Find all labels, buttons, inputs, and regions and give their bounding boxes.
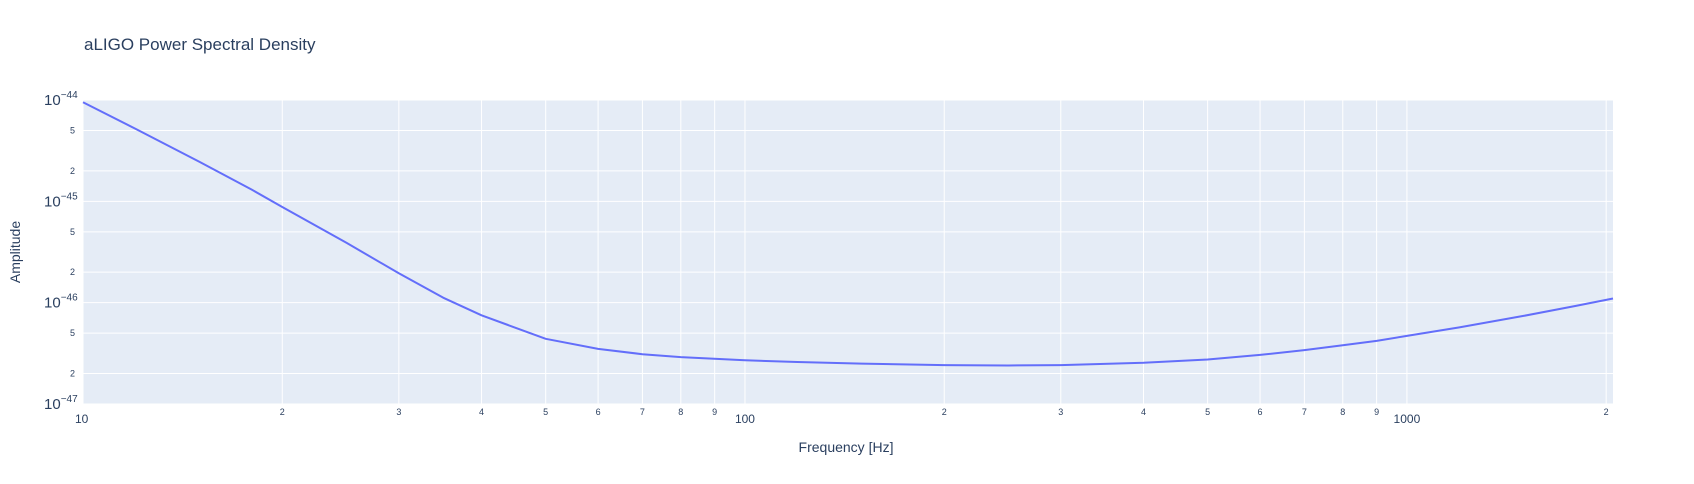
x-minor-tick-label: 5 <box>543 407 548 417</box>
y-minor-tick-label: 5 <box>70 227 75 237</box>
x-minor-tick-label: 8 <box>1340 407 1345 417</box>
x-minor-tick-label: 7 <box>1302 407 1307 417</box>
y-minor-tick-label: 2 <box>70 267 75 277</box>
x-minor-tick-label: 3 <box>1058 407 1063 417</box>
y-tick-label: 10−46 <box>44 293 78 312</box>
x-minor-tick-label: 7 <box>640 407 645 417</box>
y-tick-exponent: −45 <box>61 191 78 202</box>
y-tick-base: 10 <box>44 193 61 210</box>
x-minor-tick-label: 5 <box>1205 407 1210 417</box>
x-minor-tick-label: 8 <box>678 407 683 417</box>
data-layer <box>82 101 1614 367</box>
y-tick-label: 10−44 <box>44 90 78 109</box>
y-tick-label: 10−45 <box>44 191 78 210</box>
x-minor-tick-label: 9 <box>1374 407 1379 417</box>
x-tick-label: 1000 <box>1394 412 1421 426</box>
x-minor-tick-label: 2 <box>280 407 285 417</box>
grid-lines <box>82 99 1613 405</box>
series-line <box>82 101 1614 367</box>
x-axis-title: Frequency [Hz] <box>799 439 894 455</box>
x-axis-ticks: 10 100 1000 2 3 4 5 6 7 8 9 2 3 4 5 6 7 8 9 2 <box>75 407 1609 426</box>
y-minor-tick-label: 2 <box>70 368 75 378</box>
y-tick-label: 10−47 <box>44 394 78 413</box>
chart-title: aLIGO Power Spectral Density <box>84 35 316 54</box>
y-minor-tick-label: 5 <box>70 328 75 338</box>
x-minor-tick-label: 9 <box>712 407 717 417</box>
y-axis-title: Amplitude <box>7 221 23 283</box>
x-minor-tick-label: 3 <box>396 407 401 417</box>
y-tick-base: 10 <box>44 396 61 413</box>
x-minor-tick-label: 6 <box>1258 407 1263 417</box>
y-tick-base: 10 <box>44 92 61 109</box>
plot-area <box>83 100 1613 404</box>
y-minor-tick-label: 5 <box>70 126 75 136</box>
x-minor-tick-label: 4 <box>479 407 484 417</box>
x-minor-tick-label: 6 <box>596 407 601 417</box>
y-tick-base: 10 <box>44 295 61 312</box>
y-tick-exponent: −46 <box>61 293 78 304</box>
x-tick-label: 10 <box>75 412 89 426</box>
x-minor-tick-label: 4 <box>1141 407 1146 417</box>
y-tick-exponent: −47 <box>61 394 78 405</box>
x-tick-label: 100 <box>735 412 755 426</box>
y-tick-exponent: −44 <box>61 90 78 101</box>
x-minor-tick-label: 2 <box>942 407 947 417</box>
x-minor-tick-label: 2 <box>1604 407 1609 417</box>
y-minor-tick-label: 2 <box>70 166 75 176</box>
